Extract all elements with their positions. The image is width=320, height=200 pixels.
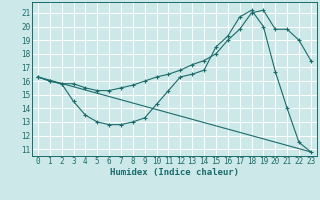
X-axis label: Humidex (Indice chaleur): Humidex (Indice chaleur): [110, 168, 239, 177]
